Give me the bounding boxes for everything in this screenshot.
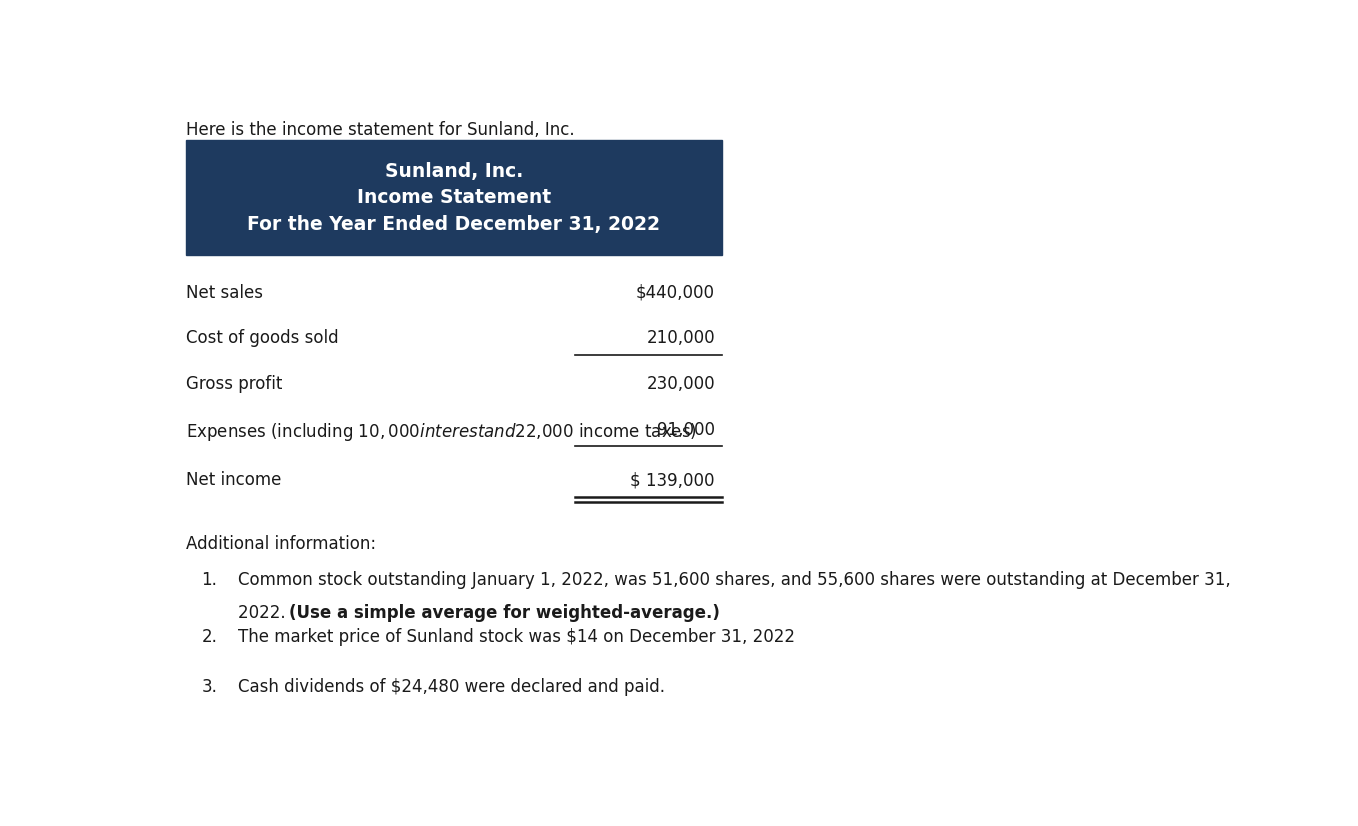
Text: Gross profit: Gross profit [186,375,282,393]
Text: Net income: Net income [186,471,281,489]
Text: Net sales: Net sales [186,283,262,301]
Text: Cash dividends of $24,480 were declared and paid.: Cash dividends of $24,480 were declared … [238,678,665,695]
Text: 1.: 1. [201,571,217,589]
Text: 2.: 2. [201,629,217,646]
Text: Expenses (including $10,000 interest and $22,000 income taxes): Expenses (including $10,000 interest and… [186,421,697,443]
Text: Additional information:: Additional information: [186,534,376,553]
Text: 91,000: 91,000 [657,421,714,439]
Text: Here is the income statement for Sunland, Inc.: Here is the income statement for Sunland… [186,121,574,140]
Text: For the Year Ended December 31, 2022: For the Year Ended December 31, 2022 [247,215,660,234]
Text: Cost of goods sold: Cost of goods sold [186,330,338,348]
Text: $ 139,000: $ 139,000 [630,471,714,489]
Text: 210,000: 210,000 [646,330,714,348]
Text: The market price of Sunland stock was $14 on December 31, 2022: The market price of Sunland stock was $1… [238,629,796,646]
Text: $440,000: $440,000 [636,283,714,301]
Text: 3.: 3. [201,678,217,695]
FancyBboxPatch shape [186,140,722,255]
Text: 2022.: 2022. [238,604,291,622]
Text: Sunland, Inc.: Sunland, Inc. [384,162,523,181]
Text: Income Statement: Income Statement [357,188,551,207]
Text: (Use a simple average for weighted-average.): (Use a simple average for weighted-avera… [289,604,720,622]
Text: Common stock outstanding January 1, 2022, was 51,600 shares, and 55,600 shares w: Common stock outstanding January 1, 2022… [238,571,1230,589]
Text: 230,000: 230,000 [646,375,714,393]
